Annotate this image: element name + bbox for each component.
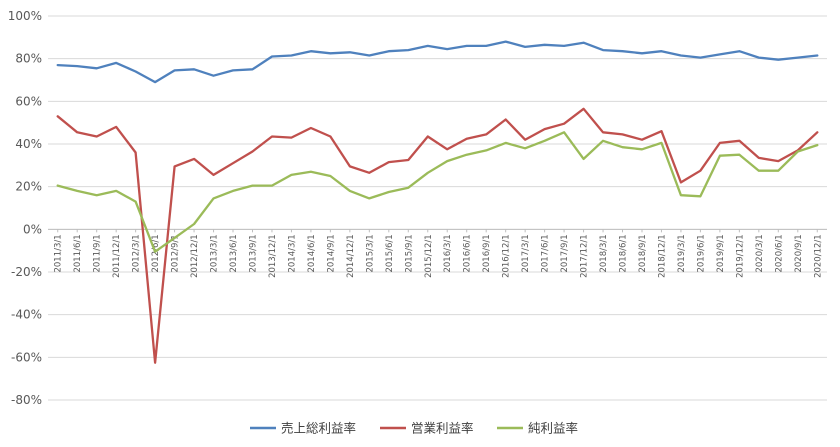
y-tick-label: 80% [15,52,42,66]
x-tick-label: 2019/6/1 [696,234,706,272]
x-tick-label: 2016/12/1 [502,234,512,278]
x-tick-label: 2018/3/1 [599,234,609,272]
x-tick-label: 2020/12/1 [813,234,823,278]
legend-label: 純利益率 [528,421,578,436]
x-tick-label: 2013/6/1 [229,234,239,272]
x-tick-label: 2017/9/1 [560,234,570,272]
x-tick-label: 2015/12/1 [424,234,434,278]
x-tick-label: 2013/12/1 [268,234,278,278]
x-tick-label: 2013/3/1 [210,234,220,272]
x-tick-label: 2020/6/1 [774,234,784,272]
series-line-0 [56,40,819,84]
x-tick-label: 2014/12/1 [346,234,356,278]
x-tick-label: 2012/6/1 [151,234,161,272]
y-tick-label: -40% [11,308,42,322]
gridlines [48,15,827,401]
x-tick-label: 2011/12/1 [112,234,122,278]
y-tick-label: -20% [11,265,42,279]
x-tick-label: 2018/6/1 [619,234,629,272]
y-tick-label: 40% [15,137,42,151]
legend: 売上総利益率 営業利益率 純利益率 [250,421,578,436]
x-tick-label: 2011/9/1 [93,234,103,272]
x-tick-label: 2015/9/1 [404,234,414,272]
x-tick-label: 2017/12/1 [580,234,590,278]
x-tick-label: 2018/12/1 [657,234,667,278]
x-tick-label: 2015/3/1 [365,234,375,272]
x-tick-label: 2019/3/1 [677,234,687,272]
y-tick-label: 20% [15,180,42,194]
x-tick-label: 2014/9/1 [326,234,336,272]
x-tick-label: 2011/3/1 [54,234,64,272]
x-tick-label: 2012/3/1 [132,234,142,272]
x-tick-label: 2014/6/1 [307,234,317,272]
x-tick-label: 2017/3/1 [521,234,531,272]
legend-label: 売上総利益率 [281,421,356,436]
x-tick-label: 2019/9/1 [716,234,726,272]
y-axis-ticks: 100% 80% 60% 40% 20% 0% -20% -40% -60% -80% [8,9,42,407]
y-tick-label: 60% [15,94,42,108]
x-tick-label: 2012/9/1 [171,234,181,272]
x-tick-label: 2014/3/1 [287,234,297,272]
series-line-2 [56,131,819,253]
legend-label: 営業利益率 [411,421,474,436]
x-tick-label: 2011/6/1 [73,234,83,272]
x-tick-label: 2012/12/1 [190,234,200,278]
x-tick-label: 2015/6/1 [385,234,395,272]
series-line-1 [56,107,819,364]
x-tick-label: 2016/6/1 [463,234,473,272]
x-tick-label: 2020/3/1 [755,234,765,272]
x-tick-label: 2016/9/1 [482,234,492,272]
y-tick-label: -80% [11,393,42,407]
x-tick-label: 2020/9/1 [794,234,804,272]
y-tick-label: 0% [23,222,42,236]
series-lines [56,40,819,364]
x-tick-label: 2013/9/1 [248,234,258,272]
x-tick-label: 2019/12/1 [735,234,745,278]
x-tick-label: 2016/3/1 [443,234,453,272]
y-tick-label: -60% [11,350,42,364]
x-tick-label: 2018/9/1 [638,234,648,272]
x-tick-label: 2017/6/1 [541,234,551,272]
x-axis-ticks: 2011/3/1 2011/6/1 2011/9/1 2011/12/1 2012/3/… [54,229,823,278]
y-tick-label: 100% [8,9,42,23]
